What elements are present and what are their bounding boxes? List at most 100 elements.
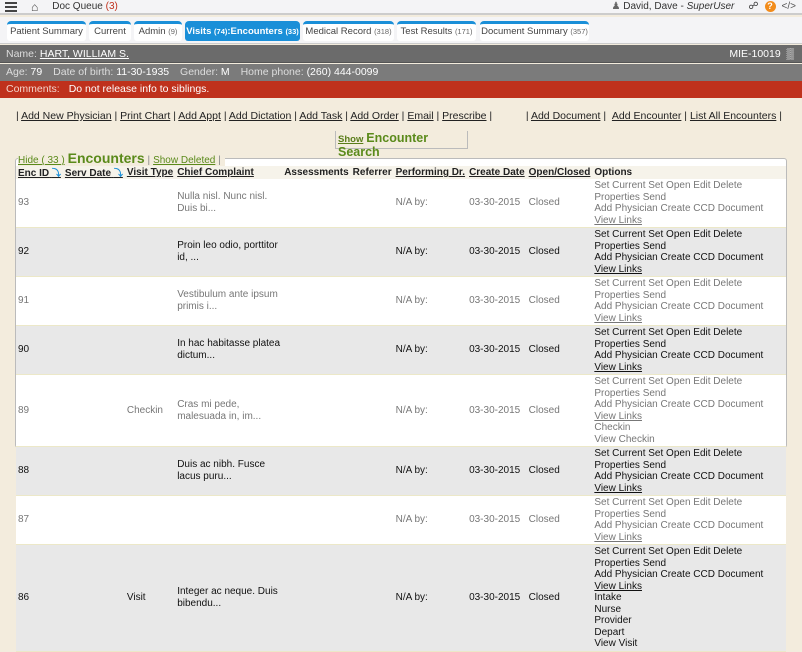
open-closed: Closed — [526, 325, 593, 375]
option-nurse[interactable]: Nurse — [594, 603, 622, 615]
table-row[interactable]: 86 Visit Integer ac neque. Duis bibendu...… — [16, 544, 786, 652]
enc-id: 91 — [16, 276, 63, 326]
tab-label: Document Summary — [481, 26, 568, 37]
view-links-link[interactable]: View Links — [594, 214, 642, 226]
col-options: Options — [592, 166, 786, 179]
phone-value: (260) 444-0099 — [306, 66, 379, 78]
add-document-link[interactable]: Add Document — [530, 110, 601, 122]
hide-encounters-link[interactable]: Hide ( 33 ) — [18, 155, 65, 166]
view-links-link[interactable]: View Links — [594, 531, 642, 543]
tab-admin[interactable]: Admin (9) — [134, 21, 182, 41]
tab-current[interactable]: Current — [89, 21, 131, 41]
email-link[interactable]: Email — [407, 110, 434, 122]
link-icon[interactable]: ☍ — [748, 1, 759, 12]
add-appt-link[interactable]: Add Appt — [178, 110, 221, 122]
option-view-visit[interactable]: View Visit — [594, 638, 638, 649]
table-row[interactable]: 91 Vestibulum ante ipsum primis i... N/A b… — [16, 276, 786, 326]
dob-value: 11-30-1935 — [116, 66, 170, 78]
options-actions-2[interactable]: Add Physician Create CCD Document — [594, 301, 764, 312]
tab-document-summary[interactable]: Document Summary (357) — [480, 21, 589, 41]
options-cell: Set Current Set Open Edit Delete Propert… — [592, 446, 786, 496]
tab-bar: Patient Summary Current Admin (9) Visits… — [0, 17, 802, 44]
visit-type — [124, 227, 176, 277]
view-links-link[interactable]: View Links — [594, 580, 642, 592]
option-provider[interactable]: Provider — [594, 615, 632, 626]
encounters-title: Encounters — [67, 150, 145, 166]
col-chief-complaint[interactable]: Chief Complaint — [175, 166, 283, 179]
view-links-link[interactable]: View Links — [594, 482, 642, 494]
sort-icon: ⤵ — [113, 168, 123, 178]
list-all-encounters-link[interactable]: List All Encounters — [689, 110, 777, 122]
performing-dr: N/A by: — [393, 179, 468, 228]
prescribe-link[interactable]: Prescribe — [442, 110, 487, 122]
options-actions[interactable]: Set Current Set Open Edit Delete Propert… — [594, 546, 743, 569]
view-links-link[interactable]: View Links — [594, 361, 642, 373]
table-row[interactable]: 88 Duis ac nibh. Fusce lacus puru... N/A b… — [16, 446, 786, 496]
options-actions-2[interactable]: Add Physician Create CCD Document — [594, 252, 764, 263]
hamburger-menu-icon[interactable] — [5, 1, 17, 12]
options-actions[interactable]: Set Current Set Open Edit Delete Propert… — [594, 327, 743, 350]
tab-medical-record[interactable]: Medical Record (318) — [303, 21, 394, 41]
add-task-link[interactable]: Add Task — [299, 110, 343, 122]
options-actions-2[interactable]: Add Physician Create CCD Document — [594, 350, 764, 361]
option-depart[interactable]: Depart — [594, 626, 625, 638]
assessments — [282, 276, 351, 326]
options-actions[interactable]: Set Current Set Open Edit Delete Propert… — [594, 497, 743, 520]
options-actions[interactable]: Set Current Set Open Edit Delete Propert… — [594, 180, 743, 203]
options-cell: Set Current Set Open Edit Delete Propert… — [592, 374, 786, 447]
patient-name-link[interactable]: HART, WILLIAM S. — [39, 48, 129, 60]
table-row[interactable]: 93 Nulla nisl. Nunc nisl. Duis bi... N/A b… — [16, 179, 786, 228]
user-menu[interactable]: ♟ David, Dave - SuperUser — [611, 1, 734, 12]
col-serv-date[interactable]: Serv Date ⤵ — [62, 166, 125, 179]
enc-id: 90 — [16, 325, 63, 375]
options-actions-2[interactable]: Add Physician Create CCD Document — [594, 569, 764, 580]
tab-test-results[interactable]: Test Results (171) — [397, 21, 476, 41]
options-actions-2[interactable]: Add Physician Create CCD Document — [594, 520, 764, 531]
col-open-closed[interactable]: Open/Closed — [526, 166, 593, 179]
view-links-link[interactable]: View Links — [594, 312, 642, 324]
home-icon[interactable]: ⌂ — [31, 0, 39, 14]
visit-type: Visit — [124, 544, 176, 652]
bar-chart-icon[interactable]: ▒ — [786, 48, 794, 60]
add-order-link[interactable]: Add Order — [350, 110, 399, 122]
table-row[interactable]: 87 N/A by: 03-30-2015 Closed Set Current Set… — [16, 495, 786, 545]
table-row[interactable]: 92 Proin leo odio, porttitor id, ... N/A b… — [16, 227, 786, 277]
tab-count: (171) — [454, 27, 473, 36]
show-deleted-link[interactable]: Show Deleted — [153, 155, 216, 166]
options-actions[interactable]: Set Current Set Open Edit Delete Propert… — [594, 278, 743, 301]
options-actions-2[interactable]: Add Physician Create CCD Document — [594, 203, 764, 214]
view-links-link[interactable]: View Links — [594, 263, 642, 275]
code-icon[interactable]: </> — [781, 1, 796, 12]
print-chart-link[interactable]: Print Chart — [120, 110, 171, 122]
add-encounter-link[interactable]: Add Encounter — [611, 110, 682, 122]
referrer — [350, 325, 394, 375]
tab-patient-summary[interactable]: Patient Summary — [7, 21, 86, 41]
show-encounter-search-link[interactable]: Show — [338, 134, 364, 145]
serv-date — [62, 495, 125, 545]
option-checkin[interactable]: Checkin — [594, 422, 631, 433]
table-row[interactable]: 90 In hac habitasse platea dictum... N/A b… — [16, 325, 786, 375]
add-dictation-link[interactable]: Add Dictation — [228, 110, 292, 122]
top-bar: ⌂ Doc Queue (3) ♟ David, Dave - SuperUse… — [0, 0, 802, 15]
assessments — [282, 325, 351, 375]
referrer — [350, 179, 394, 228]
options-actions-2[interactable]: Add Physician Create CCD Document — [594, 399, 764, 410]
doc-queue-link[interactable]: Doc Queue (3) — [52, 1, 118, 12]
col-performing-dr[interactable]: Performing Dr. — [393, 166, 468, 179]
options-actions[interactable]: Set Current Set Open Edit Delete Propert… — [594, 448, 743, 471]
tab-label: Medical Record — [305, 26, 372, 37]
view-links-link[interactable]: View Links — [594, 410, 642, 422]
add-new-physician-link[interactable]: Add New Physician — [21, 110, 112, 122]
col-enc-id[interactable]: Enc ID ⤵ — [16, 166, 63, 179]
option-view-checkin[interactable]: View Checkin — [594, 433, 655, 445]
help-icon[interactable]: ? — [764, 1, 776, 12]
tab-visits-encounters[interactable]: Visits (74):Encounters (33) — [185, 21, 300, 41]
name-label: Name: — [6, 48, 37, 60]
col-create-date[interactable]: Create Date — [467, 166, 527, 179]
options-actions[interactable]: Set Current Set Open Edit Delete Propert… — [594, 229, 743, 252]
options-actions[interactable]: Set Current Set Open Edit Delete Propert… — [594, 376, 743, 399]
col-visit-type[interactable]: Visit Type — [124, 166, 176, 179]
table-row[interactable]: 89 Checkin Cras mi pede, malesuada in, im.… — [16, 374, 786, 447]
option-intake[interactable]: Intake — [594, 592, 622, 603]
options-actions-2[interactable]: Add Physician Create CCD Document — [594, 471, 764, 482]
